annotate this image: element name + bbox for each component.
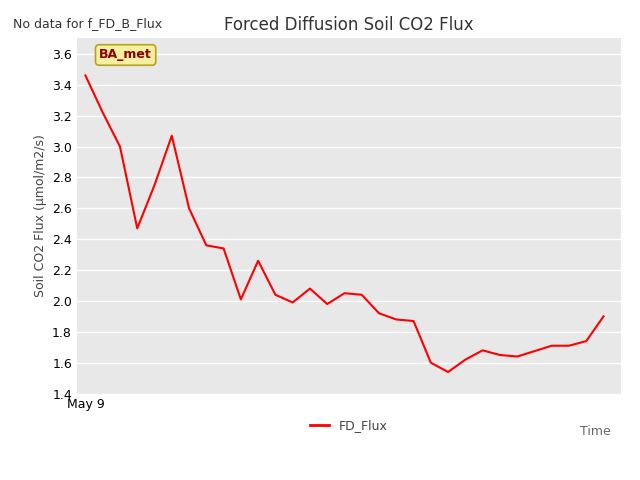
Text: BA_met: BA_met bbox=[99, 48, 152, 61]
Legend: FD_Flux: FD_Flux bbox=[305, 414, 392, 437]
Y-axis label: Soil CO2 Flux (μmol/m2/s): Soil CO2 Flux (μmol/m2/s) bbox=[33, 134, 47, 298]
Text: Time: Time bbox=[580, 425, 611, 438]
Title: Forced Diffusion Soil CO2 Flux: Forced Diffusion Soil CO2 Flux bbox=[224, 16, 474, 34]
Text: No data for f_FD_B_Flux: No data for f_FD_B_Flux bbox=[13, 17, 162, 30]
